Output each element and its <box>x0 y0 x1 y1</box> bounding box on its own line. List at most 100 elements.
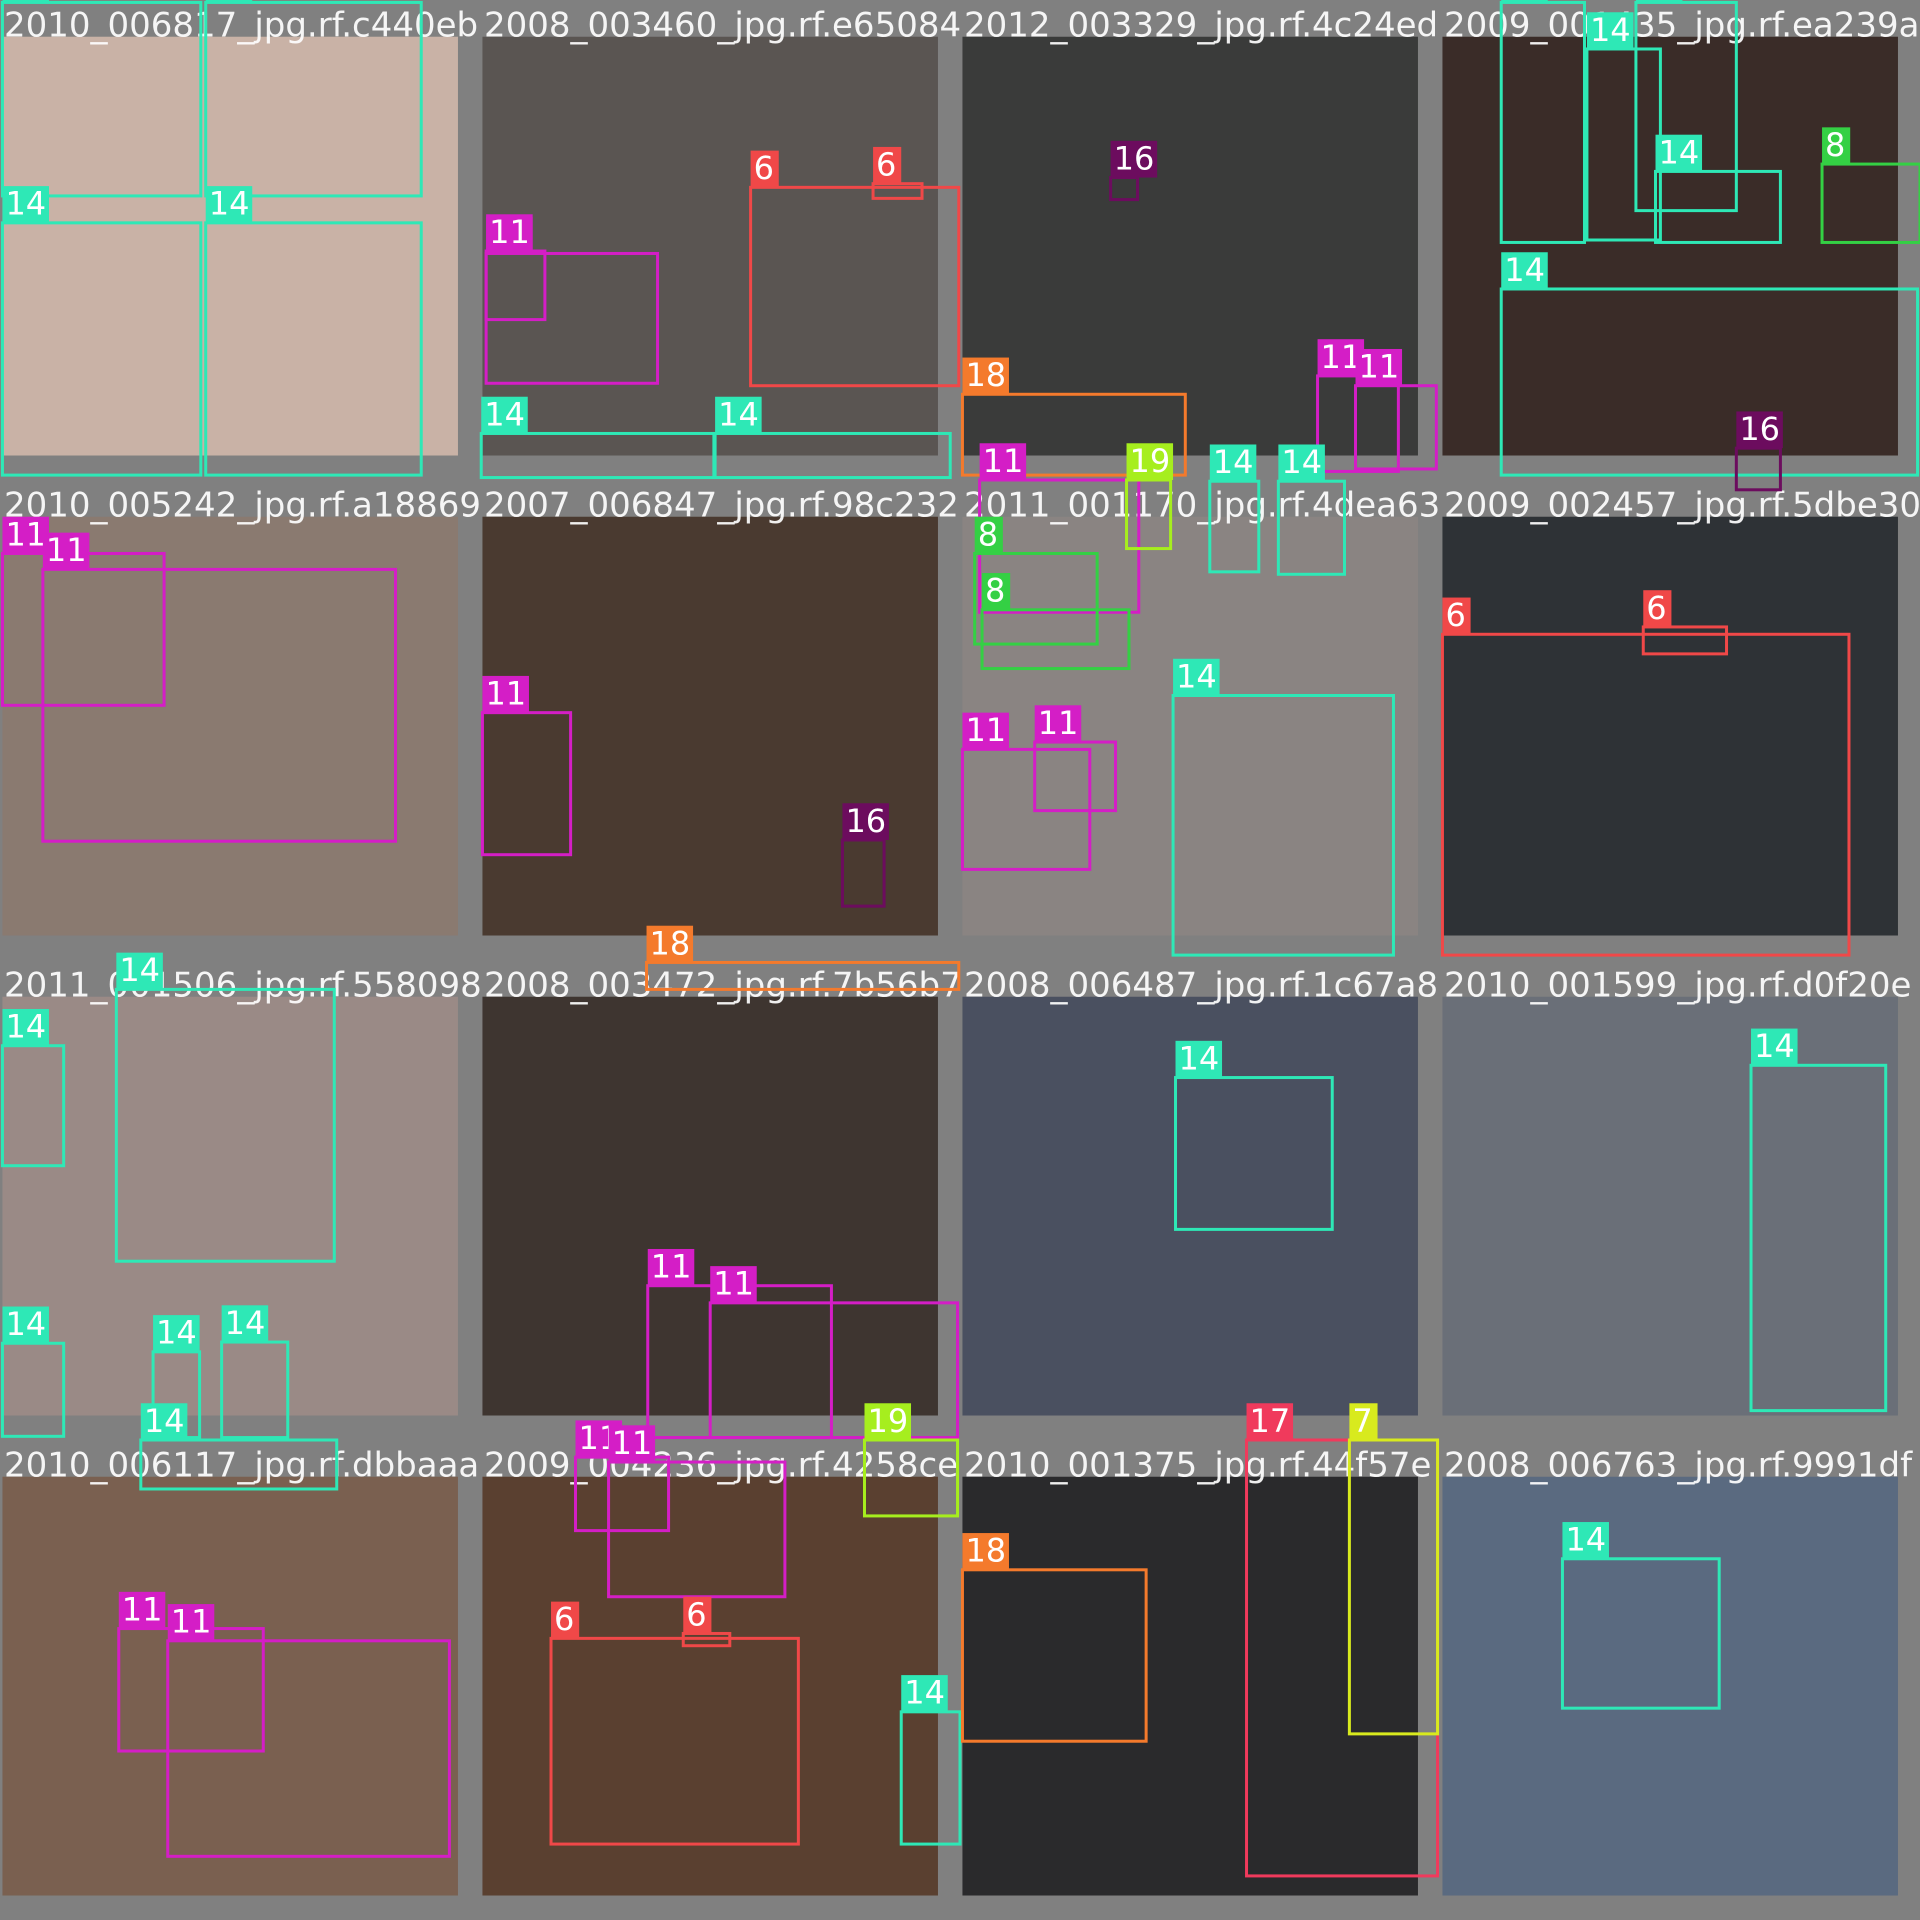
photo <box>482 1476 938 1896</box>
photo <box>1442 36 1898 456</box>
class-label: 18 <box>965 356 1006 394</box>
tile: 2008_006487_jpg.rf.1c67a8 <box>960 960 1440 1440</box>
class-tag <box>982 573 1011 610</box>
class-tag <box>1110 140 1158 178</box>
bounding-box <box>973 551 1099 646</box>
class-tag <box>683 1596 712 1634</box>
bounding-box <box>980 608 1131 671</box>
bounding-box <box>749 185 961 388</box>
bounding-box <box>1174 1076 1334 1231</box>
class-tag <box>2 1008 49 1046</box>
class-label: 14 <box>1504 251 1545 289</box>
class-label: 14 <box>1639 0 1680 2</box>
class-label: 17 <box>1250 1402 1291 1440</box>
bounding-box <box>166 1639 451 1858</box>
class-tag <box>1501 252 1548 289</box>
class-label: 14 <box>904 1674 945 1712</box>
filename-caption: 2011_001170_jpg.rf.4dea63 <box>964 485 1440 525</box>
bounding-box <box>41 567 398 843</box>
class-tag <box>1586 12 1634 49</box>
filename-caption: 2012_003329_jpg.rf.4c24ed <box>964 5 1438 45</box>
tile: 2007_006847_jpg.rf.98c232 <box>480 480 960 960</box>
class-tag <box>715 396 762 434</box>
class-tag <box>2 516 49 554</box>
class-label: 14 <box>1504 0 1545 2</box>
class-label: 18 <box>965 1532 1006 1570</box>
tile: 2008_006763_jpg.rf.9991df <box>1440 1440 1920 1920</box>
bounding-box <box>708 1301 960 1440</box>
class-label: 11 <box>485 675 526 713</box>
class-tag <box>1822 127 1851 165</box>
class-tag <box>1736 411 1783 449</box>
class-tag <box>1175 1040 1223 1078</box>
tile: 2010_001375_jpg.rf.44f57e <box>960 1440 1440 1920</box>
photo <box>1442 1476 1898 1896</box>
class-tag <box>608 1425 656 1463</box>
class-label: 6 <box>1646 589 1666 627</box>
filename-caption: 2008_003472_jpg.rf.7b56b7 <box>484 965 962 1005</box>
photo <box>2 36 458 456</box>
class-label: 14 <box>1754 1027 1795 1065</box>
tile: 2010_005242_jpg.rf.a18869 <box>0 480 481 960</box>
class-label: 18 <box>650 924 691 962</box>
filename-caption: 2010_005242_jpg.rf.a18869 <box>4 485 481 525</box>
class-tag <box>1173 658 1220 696</box>
class-tag <box>1635 0 1683 3</box>
filename-caption: 2008_006763_jpg.rf.9991df <box>1444 1445 1913 1485</box>
class-tag <box>481 396 528 434</box>
class-label: 14 <box>119 951 160 989</box>
class-label: 11 <box>651 1248 692 1286</box>
class-label: 14 <box>718 395 759 433</box>
class-tag <box>962 357 1009 395</box>
bounding-box <box>960 1568 1148 1743</box>
filename-caption: 2010_001599_jpg.rf.d0f20e <box>1444 965 1911 1005</box>
filename-caption: 2010_006117_jpg.rf.dbbaaa <box>4 1445 479 1485</box>
class-label: 14 <box>1590 11 1631 49</box>
class-label: 11 <box>5 515 46 553</box>
class-tag <box>42 532 90 570</box>
class-tag <box>167 1604 215 1641</box>
detections: 1414141411116614141618111114141414814161… <box>0 0 1920 1878</box>
tile: 2009_002457_jpg.rf.5dbe30 <box>1440 480 1920 960</box>
class-label: 11 <box>46 531 87 569</box>
class-tag <box>979 443 1027 480</box>
filename-caption: 2009_002457_jpg.rf.5dbe30 <box>1444 485 1920 525</box>
class-tag <box>205 0 253 3</box>
class-label: 14 <box>5 0 46 2</box>
tile: 2010_001599_jpg.rf.d0f20e <box>1440 960 1920 1440</box>
class-label: 14 <box>156 1314 197 1352</box>
photo <box>1442 996 1898 1416</box>
class-label: 11 <box>1038 704 1079 742</box>
class-label: 14 <box>1179 1039 1220 1077</box>
class-label: 6 <box>1445 596 1465 634</box>
class-label: 14 <box>5 1305 46 1343</box>
class-tag <box>974 516 1003 554</box>
class-label: 14 <box>1176 657 1217 695</box>
class-tag <box>646 925 694 963</box>
class-tag <box>486 214 533 252</box>
class-tag <box>482 675 529 713</box>
class-tag <box>116 952 163 990</box>
class-label: 14 <box>144 1402 185 1440</box>
class-label: 11 <box>965 711 1006 749</box>
class-tag <box>962 1533 1009 1570</box>
class-label: 19 <box>867 1402 908 1440</box>
class-label: 14 <box>5 1008 46 1046</box>
class-label: 14 <box>5 185 46 223</box>
bounding-box <box>607 1460 787 1599</box>
class-tag <box>1643 590 1672 627</box>
photo <box>1442 516 1898 936</box>
class-label: 11 <box>489 213 530 251</box>
class-tag <box>1349 1403 1378 1440</box>
class-label: 16 <box>1739 410 1780 448</box>
class-tag <box>842 803 889 840</box>
class-tag <box>901 1675 948 1712</box>
class-label: 11 <box>171 1603 212 1641</box>
bounding-box <box>960 392 1187 477</box>
photo <box>962 36 1418 456</box>
filename-caption: 2008_006487_jpg.rf.1c67a8 <box>964 965 1438 1005</box>
bounding-box <box>713 431 952 480</box>
class-tag <box>750 150 779 188</box>
bounding-box <box>139 1438 339 1491</box>
class-tag <box>864 1403 912 1440</box>
